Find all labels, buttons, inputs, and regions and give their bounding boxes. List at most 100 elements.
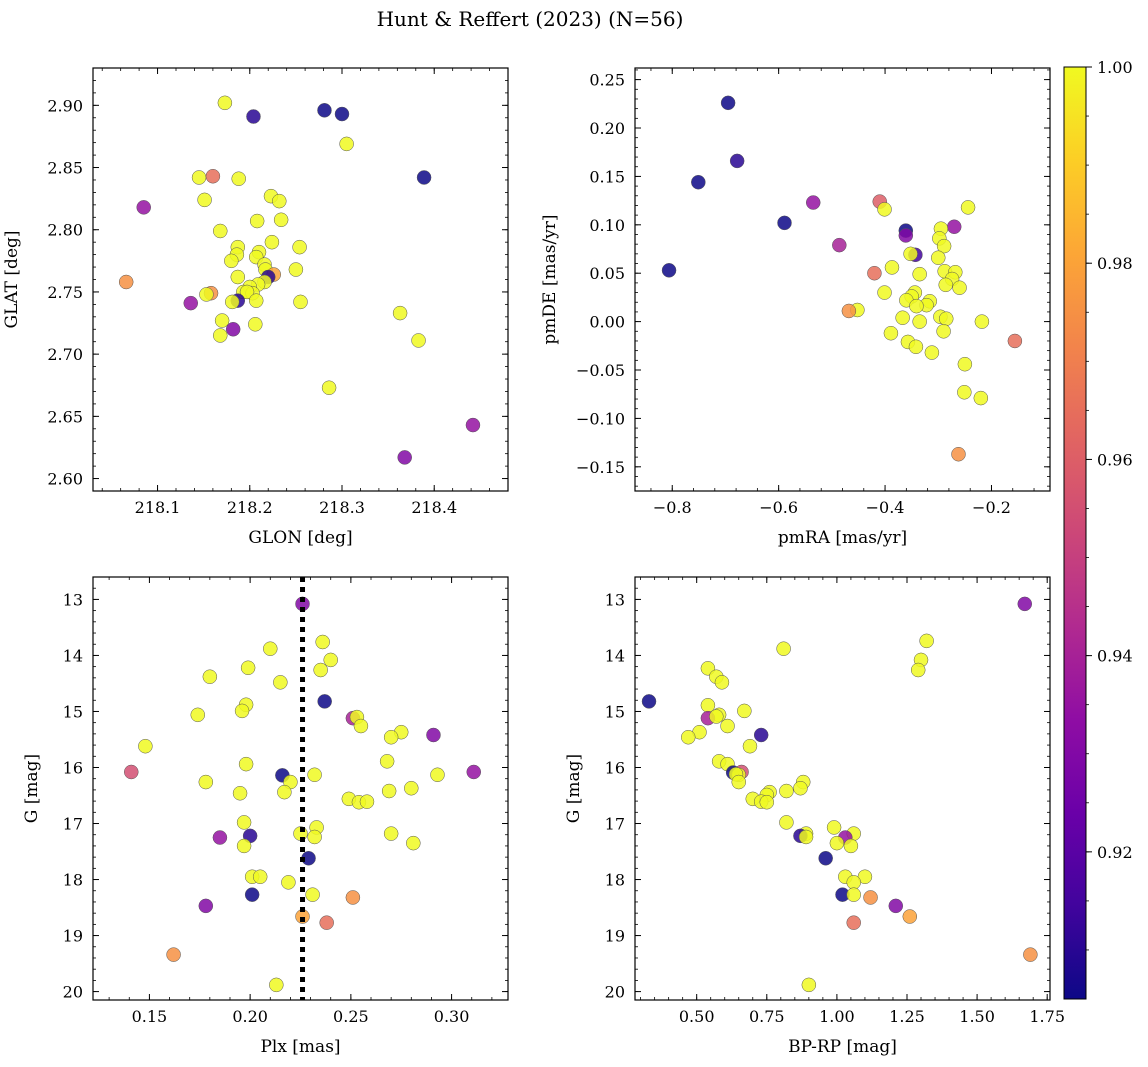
data-point: [826, 820, 842, 835]
y-tick-label: 2.60: [47, 470, 83, 489]
data-point: [190, 707, 206, 723]
data-point: [895, 310, 910, 325]
y-tick-label: 18: [605, 871, 625, 890]
data-point: [205, 168, 221, 184]
data-point: [249, 213, 265, 229]
data-point: [238, 756, 254, 772]
data-point: [334, 106, 350, 122]
colorbar-tick-label: 0.94: [1097, 647, 1133, 666]
data-point: [236, 815, 252, 830]
data-point: [292, 239, 307, 255]
y-tick-label: 17: [63, 815, 83, 834]
data-point: [244, 887, 260, 902]
x-tick-label: 218.1: [135, 498, 181, 517]
data-point: [798, 829, 814, 845]
data-point: [846, 887, 861, 902]
data-point: [779, 783, 794, 799]
colorbar-tick-label: 0.98: [1097, 254, 1133, 273]
y-tick-label: 16: [63, 758, 83, 777]
x-tick-label: 1.75: [1029, 1007, 1065, 1026]
data-point: [305, 887, 320, 902]
data-point: [832, 237, 847, 253]
data-point: [805, 195, 821, 210]
data-point: [381, 783, 397, 799]
data-point: [952, 280, 967, 295]
data-point: [720, 718, 735, 734]
data-point: [661, 263, 677, 278]
y-tick-label: −0.05: [576, 361, 625, 380]
data-point: [793, 780, 808, 796]
x-tick-label: 1.00: [819, 1007, 855, 1026]
data-point: [263, 641, 278, 656]
data-point: [924, 345, 940, 360]
data-point: [166, 947, 181, 962]
data-point: [974, 314, 990, 329]
data-point: [714, 675, 730, 690]
data-point: [416, 170, 432, 185]
data-point: [239, 284, 255, 300]
data-point: [936, 238, 952, 254]
data-point: [957, 356, 973, 372]
data-point: [681, 729, 696, 745]
data-point: [829, 835, 845, 851]
data-point: [234, 703, 250, 719]
data-point: [230, 269, 246, 285]
data-point: [841, 303, 857, 319]
x-axis-label: BP-RP [mag]: [788, 1037, 897, 1057]
x-tick-label: −0.8: [653, 498, 692, 517]
data-point: [236, 838, 252, 854]
data-point: [801, 977, 817, 993]
data-point: [293, 294, 308, 310]
data-point: [912, 266, 927, 282]
data-point: [909, 298, 924, 314]
x-tick-label: 218.3: [319, 498, 365, 517]
data-point: [397, 450, 412, 465]
data-point: [198, 774, 214, 790]
data-point: [246, 109, 261, 124]
y-tick-label: 2.85: [47, 159, 83, 178]
data-point: [843, 838, 859, 854]
data-point: [759, 794, 775, 810]
data-point: [198, 898, 214, 914]
y-tick-label: 2.65: [47, 407, 83, 426]
data-point: [753, 727, 769, 743]
data-point: [877, 285, 892, 300]
y-tick-label: −0.10: [576, 409, 625, 428]
data-point: [846, 915, 861, 930]
y-tick-label: 20: [63, 983, 83, 1002]
colorbar-tick-label: 0.92: [1097, 843, 1133, 862]
y-tick-label: 18: [63, 871, 83, 890]
data-point: [779, 815, 794, 830]
data-point: [199, 287, 214, 302]
y-tick-label: 0.05: [589, 264, 625, 283]
data-point: [776, 641, 791, 656]
x-axis-label: Plx [mas]: [260, 1037, 340, 1057]
y-tick-label: 15: [63, 702, 83, 721]
data-point: [317, 694, 332, 709]
data-point: [213, 328, 228, 343]
data-point: [939, 311, 954, 326]
y-tick-label: 2.90: [47, 96, 83, 115]
y-tick-label: 19: [63, 927, 83, 946]
data-point: [272, 193, 287, 209]
y-tick-label: 15: [605, 702, 625, 721]
data-point: [118, 274, 134, 290]
data-point: [138, 738, 153, 754]
data-point: [323, 652, 338, 668]
x-tick-label: −0.6: [759, 498, 798, 517]
data-point: [202, 669, 218, 684]
colorbar-tick-label: 1.00: [1097, 58, 1133, 77]
x-axis-label: pmRA [mas/yr]: [778, 528, 907, 548]
data-point: [957, 385, 972, 400]
y-tick-label: 16: [605, 758, 625, 777]
data-point: [877, 202, 892, 217]
x-tick-label: 0.25: [333, 1007, 369, 1026]
axes-frame-bprp_g: [634, 576, 1051, 1001]
data-point: [240, 660, 256, 676]
data-point: [731, 774, 746, 790]
x-tick-label: −0.4: [866, 498, 905, 517]
data-point: [321, 380, 337, 395]
x-tick-label: 218.4: [411, 498, 457, 517]
data-point: [931, 250, 946, 265]
data-point: [742, 738, 758, 754]
